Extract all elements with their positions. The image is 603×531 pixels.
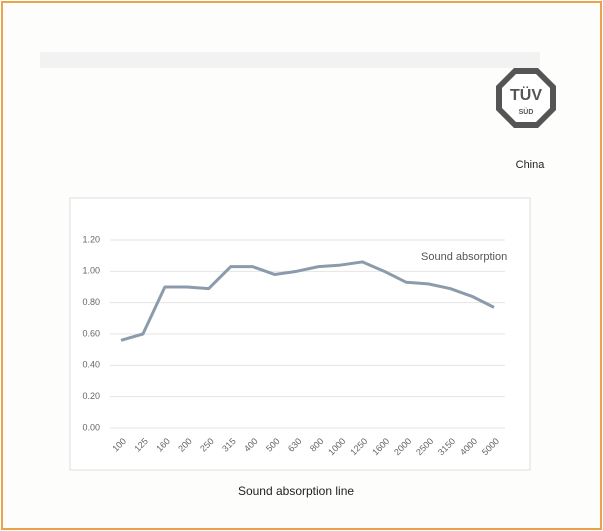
y-tick-label: 1.00 (82, 266, 100, 276)
y-tick-label: 0.00 (82, 422, 100, 432)
logo-sub: SÜD (519, 107, 534, 116)
y-tick-label: 0.40 (82, 360, 100, 370)
logo: TÜV SÜD China (496, 68, 556, 171)
blurred-header (40, 52, 540, 68)
series-label: Sound absorption (421, 251, 507, 263)
y-tick-label: 0.60 (82, 328, 100, 338)
y-tick-label: 0.20 (82, 391, 100, 401)
logo-inner (502, 74, 550, 122)
y-tick-label: 0.80 (82, 297, 100, 307)
x-axis-title: Sound absorption line (238, 484, 354, 498)
logo-mark: TÜV (510, 85, 542, 104)
series-line (120, 260, 495, 342)
y-tick-label: 1.20 (82, 234, 100, 244)
logo-caption: China (516, 159, 546, 171)
